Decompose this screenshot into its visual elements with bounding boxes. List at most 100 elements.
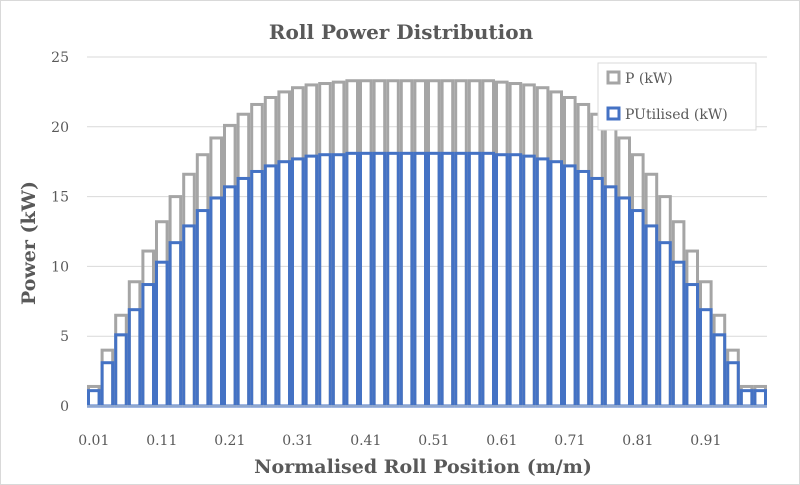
legend: P (kW) PUtilised (kW)	[597, 62, 757, 131]
bar-p	[372, 79, 387, 408]
bar-putilised	[182, 224, 196, 408]
x-tick-label: 0.31	[282, 433, 313, 449]
bar-p	[141, 249, 155, 408]
bar-putilised	[318, 153, 332, 408]
bar-p	[209, 136, 223, 408]
bar-p	[155, 220, 169, 408]
bar-putilised	[576, 169, 591, 408]
bar-putilised	[359, 151, 373, 408]
bar-p	[603, 123, 618, 408]
bar-putilised	[508, 153, 523, 408]
bar-putilised	[481, 151, 495, 408]
series-putilised-bars	[87, 151, 768, 408]
bar-putilised	[372, 151, 387, 408]
bar-p	[100, 348, 115, 408]
bar-p	[685, 249, 700, 408]
bar-p	[699, 280, 713, 408]
bar-putilised	[644, 224, 659, 408]
bar-putilised	[263, 164, 278, 408]
bar-putilised	[726, 361, 740, 408]
bar-putilised	[399, 151, 414, 408]
y-tick-label: 5	[60, 329, 69, 345]
x-tick-label: 0.71	[554, 433, 585, 449]
legend-label-p: P (kW)	[625, 71, 673, 87]
bar-putilised	[195, 209, 210, 408]
bar-p	[168, 195, 183, 408]
bar-p	[522, 83, 536, 408]
x-tick-label: 0.41	[350, 433, 381, 449]
bar-putilised	[535, 157, 550, 408]
y-tick-label: 0	[60, 399, 69, 415]
bar-putilised	[522, 154, 536, 408]
bar-putilised	[291, 157, 305, 408]
bar-putilised	[236, 176, 251, 408]
bar-p	[318, 82, 332, 408]
bar-p	[454, 79, 468, 408]
bar-p	[617, 136, 632, 408]
bar-putilised	[277, 160, 291, 408]
legend-swatch-p	[606, 70, 621, 85]
bar-putilised	[753, 389, 768, 408]
bar-p	[726, 348, 740, 408]
bar-putilised	[209, 196, 223, 408]
bar-putilised	[590, 176, 604, 408]
bar-putilised	[549, 160, 564, 408]
y-tick-label: 25	[51, 50, 69, 66]
bar-putilised	[413, 151, 427, 408]
bar-putilised	[563, 164, 577, 408]
bar-putilised	[386, 151, 400, 408]
bar-putilised	[427, 151, 441, 408]
bar-p	[127, 280, 142, 408]
bar-putilised	[114, 333, 128, 408]
bar-putilised	[671, 260, 686, 408]
bar-p	[427, 79, 441, 408]
bar-p	[386, 79, 400, 408]
bar-putilised	[699, 308, 713, 408]
bar-putilised	[454, 151, 468, 408]
bar-p	[631, 153, 645, 408]
bar-p	[658, 195, 672, 408]
y-axis-ticks: 0 5 10 15 20 25	[51, 50, 69, 415]
bar-p	[331, 80, 346, 408]
bar-putilised	[141, 283, 155, 408]
bar-putilised	[685, 283, 700, 408]
x-tick-label: 0.01	[78, 433, 109, 449]
bar-p	[399, 79, 414, 408]
legend-swatch-putilised	[606, 106, 621, 121]
bar-p	[590, 112, 604, 408]
x-axis-ticks: 0.01 0.11 0.21 0.31 0.41 0.51 0.61 0.71 0.81 0.91	[78, 433, 721, 449]
bar-p	[467, 79, 482, 408]
bar-p	[345, 79, 359, 408]
bar-putilised	[617, 196, 632, 408]
y-tick-label: 15	[51, 190, 69, 206]
x-tick-label: 0.51	[418, 433, 449, 449]
y-axis-title: Power (kW)	[18, 181, 40, 305]
bar-p	[236, 112, 251, 408]
x-tick-label: 0.21	[214, 433, 245, 449]
bar-putilised	[658, 241, 672, 408]
bar-p	[223, 123, 237, 408]
bar-p	[712, 313, 727, 408]
bar-putilised	[712, 333, 727, 408]
bar-p	[481, 79, 495, 408]
bar-putilised	[87, 389, 101, 408]
bar-putilised	[739, 389, 754, 408]
bar-p	[114, 313, 128, 408]
bar-p	[535, 86, 550, 408]
bar-p	[549, 90, 564, 408]
bar-p	[250, 102, 264, 408]
bar-p	[413, 79, 427, 408]
bar-putilised	[631, 209, 645, 408]
y-tick-label: 10	[51, 259, 69, 275]
x-tick-label: 0.91	[690, 433, 721, 449]
bar-p	[644, 172, 659, 408]
x-axis-title: Normalised Roll Position (m/m)	[254, 456, 592, 478]
bar-p	[291, 86, 305, 408]
legend-box	[597, 62, 757, 131]
bar-putilised	[495, 153, 509, 408]
bar-putilised	[223, 185, 237, 408]
bar-putilised	[168, 241, 183, 408]
bar-putilised	[127, 308, 142, 408]
bar-putilised	[603, 185, 618, 408]
